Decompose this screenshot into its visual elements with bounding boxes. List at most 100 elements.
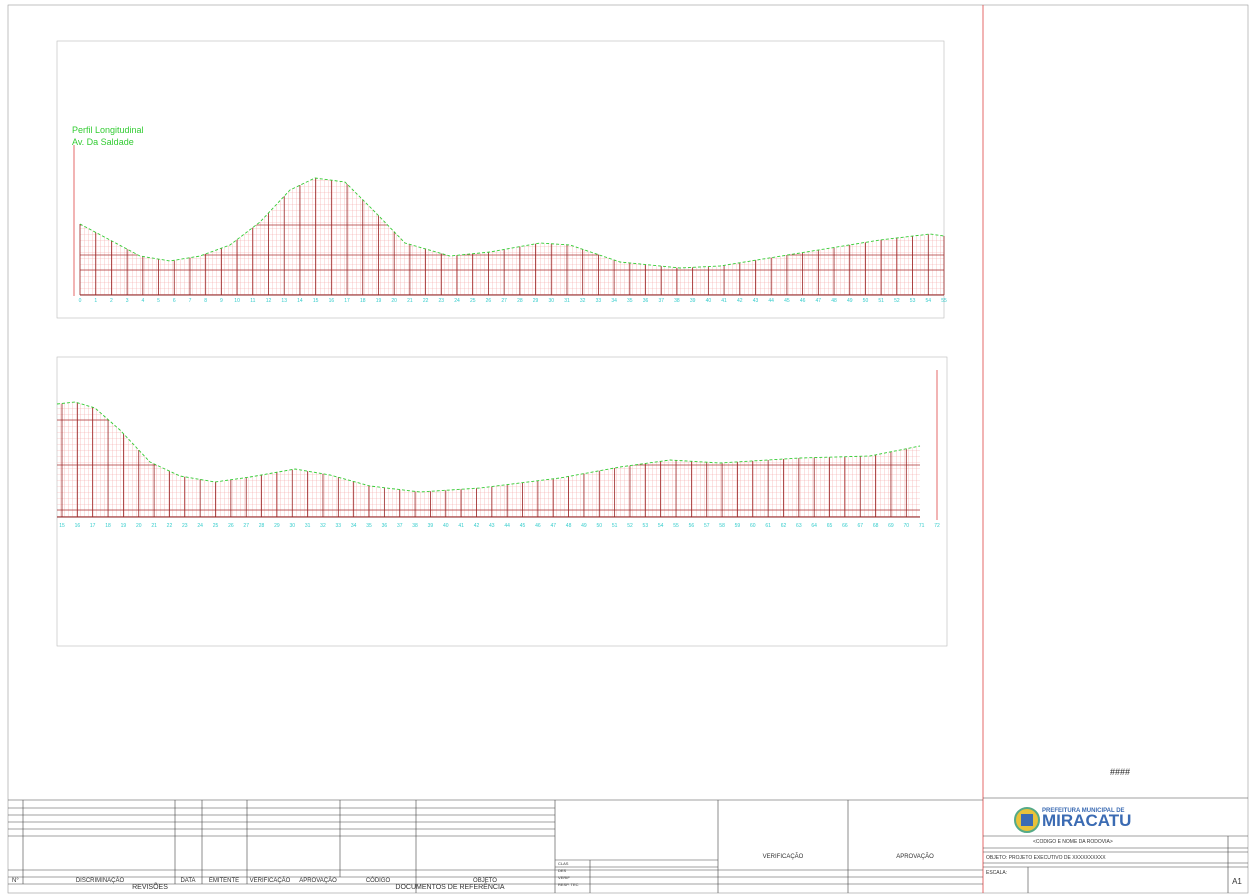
station-label: 39 [428,523,434,529]
station-label: 16 [75,523,81,529]
station-label: 69 [888,523,894,529]
station-label: 41 [721,298,727,304]
station-label: 23 [439,298,445,304]
station-label: 26 [486,298,492,304]
station-label: 45 [784,298,790,304]
revision-header: CÓDIGO [366,877,391,884]
station-label: 47 [550,523,556,529]
station-label: 43 [753,298,759,304]
station-label: 51 [612,523,618,529]
station-label: 63 [796,523,802,529]
station-label: 38 [674,298,680,304]
station-label: 20 [391,298,397,304]
station-label: 41 [458,523,464,529]
roles: CLAS DES VERIF RESP. TEC [558,861,579,887]
station-label: 59 [735,523,741,529]
station-label: 2 [110,298,113,304]
station-label: 35 [366,523,372,529]
station-label: 8 [204,298,207,304]
logo [1014,807,1040,833]
station-label: 60 [750,523,756,529]
profile-subtitle: Av. Da Saldade [72,137,134,147]
station-label: 52 [627,523,633,529]
station-label: 32 [580,298,586,304]
station-label: 24 [197,523,203,529]
scale: ESCALA: [986,870,1007,876]
station-label: 62 [781,523,787,529]
station-label: 1 [94,298,97,304]
station-label: 0 [79,298,82,304]
approval: APROVAÇÃO [896,853,934,860]
station-label: 25 [470,298,476,304]
municipality: MIRACATU [1042,811,1131,830]
station-label: 27 [501,298,507,304]
station-label: 14 [297,298,303,304]
station-label: 16 [329,298,335,304]
station-label: 48 [831,298,837,304]
station-label: 38 [412,523,418,529]
role: CLAS [558,861,569,866]
revisions-title: REVISÕES [132,882,168,891]
station-label: 49 [581,523,587,529]
station-label: 55 [673,523,679,529]
station-label: 48 [566,523,572,529]
station-label: 32 [320,523,326,529]
station-label: 27 [243,523,249,529]
station-label: 22 [167,523,173,529]
station-label: 31 [564,298,570,304]
station-label: 37 [397,523,403,529]
profile-title: Perfil Longitudinal [72,125,144,135]
station-label: 55 [941,298,947,304]
title-block-grid [983,797,1248,893]
station-label: 33 [336,523,342,529]
sheet-size: A1 [1232,877,1242,886]
station-label: 28 [517,298,523,304]
station-label: 64 [811,523,817,529]
station-label: 54 [658,523,664,529]
station-label: 7 [189,298,192,304]
station-label: 57 [704,523,710,529]
station-label: 51 [878,298,884,304]
station-label: 53 [643,523,649,529]
station-label: 39 [690,298,696,304]
sheet-border [7,4,1249,894]
road: <CODIGO E NOME DA RODOVIA> [1033,839,1113,845]
station-label: 45 [520,523,526,529]
station-label: 28 [259,523,265,529]
role: VERIF [558,875,570,880]
station-label: 26 [228,523,234,529]
terrain-line [79,177,945,269]
revision-header: DATA [180,878,195,884]
revision-header: EMITENTE [209,878,239,884]
object: OBJETO: PROJETO EXECUTIVO DE XXXXXXXXXX [986,855,1106,861]
station-label: 66 [842,523,848,529]
hatch [80,178,944,295]
station-label: 22 [423,298,429,304]
station-label: 52 [894,298,900,304]
station-label: 35 [627,298,633,304]
station-label: 44 [504,523,510,529]
revision-header: DISCRIMINAÇÃO [76,877,125,884]
station-label: 46 [800,298,806,304]
station-label: 65 [827,523,833,529]
station-label: 30 [548,298,554,304]
station-label: 18 [360,298,366,304]
role: RESP. TEC [558,882,579,887]
station-label: 17 [344,298,350,304]
station-label: 50 [863,298,869,304]
station-label: 21 [151,523,157,529]
station-label: 53 [910,298,916,304]
station-label: 4 [141,298,144,304]
station-label: 61 [765,523,771,529]
station-label: 44 [768,298,774,304]
station-label: 54 [926,298,932,304]
station-label: 24 [454,298,460,304]
station-label: 19 [376,298,382,304]
station-label: 56 [689,523,695,529]
station-label: 3 [126,298,129,304]
sheet-mark: #### [1110,767,1130,777]
station-label: 34 [611,298,617,304]
station-label: 72 [934,523,940,529]
hatch [57,402,920,517]
station-label: 19 [121,523,127,529]
